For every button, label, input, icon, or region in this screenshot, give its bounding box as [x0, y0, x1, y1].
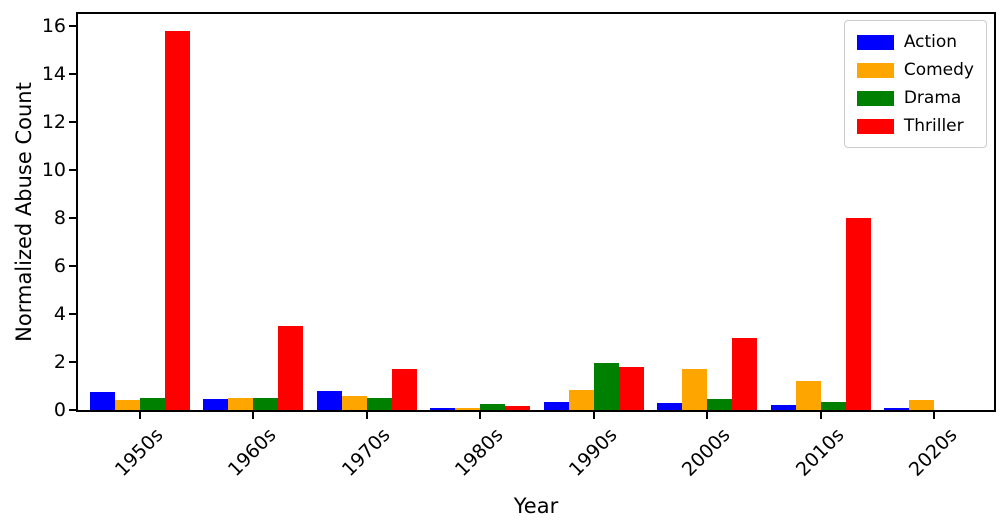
y-tick-label: 8	[53, 207, 66, 229]
bar-comedy-1980s	[455, 408, 481, 410]
y-tick-label: 6	[53, 255, 66, 277]
x-tick-label-2010s: 2010s	[791, 424, 849, 481]
bar-thriller-2010s	[845, 218, 871, 410]
bar-thriller-1950s	[165, 30, 190, 410]
x-tick-label-2000s: 2000s	[677, 424, 735, 481]
y-tick-mark	[69, 25, 76, 27]
legend-item-comedy: Comedy	[856, 56, 974, 84]
bar-thriller-1970s	[391, 369, 417, 410]
bar-thriller-2000s	[732, 338, 758, 410]
bar-action-1960s	[203, 399, 229, 410]
bar-drama-1990s	[593, 363, 619, 410]
legend-item-action: Action	[856, 28, 974, 56]
bar-thriller-1980s	[505, 405, 531, 410]
bar-comedy-1970s	[341, 395, 367, 410]
y-tick-mark	[69, 169, 76, 171]
legend-item-drama: Drama	[856, 84, 974, 112]
x-tick-mark	[252, 412, 255, 419]
bar-comedy-2020s	[909, 400, 934, 410]
bar-action-2020s	[884, 408, 909, 410]
legend-label: Comedy	[903, 59, 974, 80]
bar-action-1970s	[316, 390, 342, 410]
legend-label: Action	[903, 31, 958, 52]
x-tick-label-1980s: 1980s	[451, 424, 508, 481]
legend-swatch-icon	[856, 34, 894, 50]
y-tick-label: 16	[41, 15, 66, 37]
y-tick-label: 2	[53, 351, 66, 373]
y-tick-mark	[69, 313, 76, 315]
legend-swatch-icon	[856, 118, 894, 134]
legend-item-thriller: Thriller	[856, 112, 974, 140]
bar-thriller-1960s	[278, 326, 304, 410]
x-tick-label-1960s: 1960s	[224, 424, 281, 481]
bar-thriller-1990s	[618, 366, 644, 410]
x-tick-mark	[819, 412, 822, 419]
legend-swatch-icon	[856, 90, 894, 106]
x-axis-label: Year	[513, 494, 559, 518]
bar-drama-2000s	[707, 399, 733, 410]
x-tick-mark	[365, 412, 368, 419]
plot-area	[76, 12, 996, 412]
y-tick-label: 14	[41, 63, 66, 85]
x-tick-mark	[706, 412, 709, 419]
x-tick-label-2020s: 2020s	[904, 424, 962, 481]
legend: Action Comedy Drama Thriller	[843, 20, 987, 148]
x-tick-mark	[139, 412, 141, 419]
y-tick-mark	[69, 121, 76, 123]
y-tick-mark	[69, 361, 76, 363]
bar-comedy-1990s	[568, 389, 594, 410]
x-tick-mark	[479, 412, 482, 419]
legend-swatch-icon	[856, 62, 894, 78]
bar-action-2000s	[657, 402, 683, 410]
bar-drama-1980s	[480, 404, 506, 410]
bar-action-1980s	[430, 407, 456, 410]
bar-drama-1960s	[253, 398, 279, 410]
bar-action-1950s	[90, 392, 115, 410]
legend-label: Thriller	[903, 115, 964, 136]
y-tick-mark	[69, 73, 76, 75]
bar-comedy-2000s	[682, 369, 708, 410]
y-tick-mark	[69, 217, 76, 219]
y-tick-label: 10	[41, 159, 66, 181]
y-tick-label: 4	[53, 303, 66, 325]
bar-drama-1970s	[366, 398, 392, 410]
x-tick-mark	[592, 412, 595, 419]
x-tick-mark	[933, 412, 935, 419]
bar-comedy-1960s	[228, 398, 254, 410]
x-tick-label-1990s: 1990s	[564, 424, 622, 481]
bar-action-1990s	[543, 401, 569, 410]
bar-drama-1950s	[140, 398, 165, 410]
bar-drama-2010s	[820, 401, 846, 410]
legend-label: Drama	[903, 87, 962, 108]
y-tick-label: 12	[41, 111, 66, 133]
y-tick-label: 0	[53, 399, 66, 421]
x-tick-label-1950s: 1950s	[110, 424, 168, 481]
bar-action-2010s	[770, 405, 796, 410]
y-tick-mark	[69, 265, 76, 267]
x-tick-label-1970s: 1970s	[337, 424, 395, 481]
y-tick-mark	[69, 409, 76, 411]
bar-comedy-2010s	[795, 381, 821, 410]
bar-comedy-1950s	[115, 400, 140, 410]
